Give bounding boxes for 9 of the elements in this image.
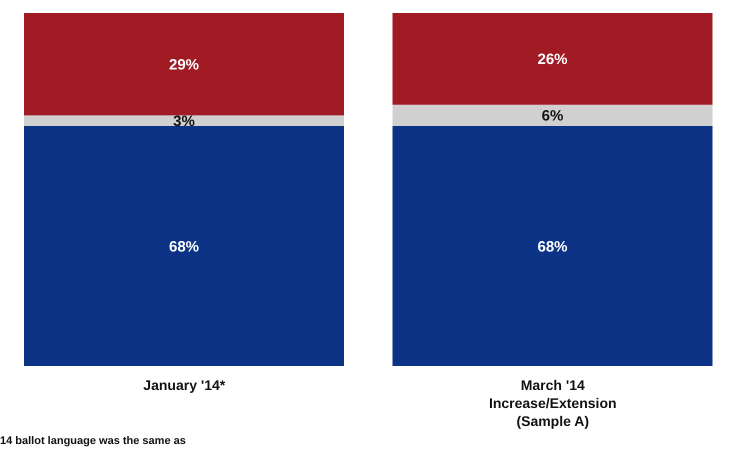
data-label: 68% (168, 238, 200, 256)
data-label: 68% (537, 238, 568, 256)
data-label: 26% (537, 51, 568, 68)
data-label: 3% (173, 112, 195, 130)
x-tick-label: March '14 Increase/Extension (Sample A) (488, 377, 617, 429)
text: 14 ballot language was the same as (0, 435, 186, 447)
data-label: 29% (168, 56, 200, 74)
x-tick-label: January '14* (143, 377, 226, 393)
data-label: 6% (542, 108, 564, 125)
